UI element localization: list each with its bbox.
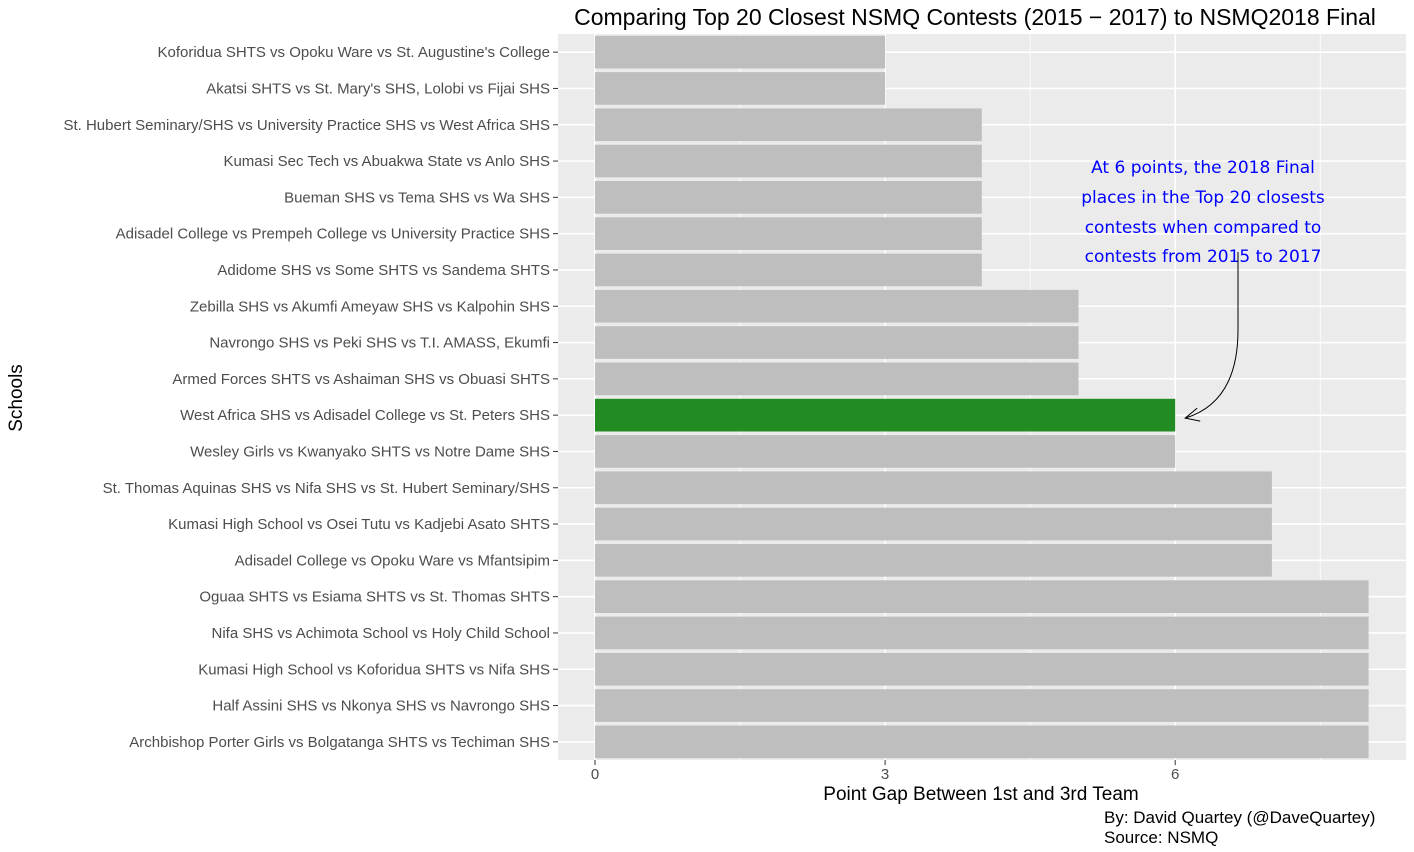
- bars-group: [595, 35, 1369, 759]
- y-tick-label: Nifa SHS vs Achimota School vs Holy Chil…: [212, 625, 550, 642]
- annotation-line: contests when compared to: [1085, 218, 1322, 238]
- annotation-line: At 6 points, the 2018 Final: [1091, 158, 1315, 178]
- caption-line: Source: NSMQ: [1104, 828, 1218, 847]
- chart-title: Comparing Top 20 Closest NSMQ Contests (…: [574, 4, 1376, 30]
- bar: [595, 689, 1369, 722]
- y-tick-label: Half Assini SHS vs Nkonya SHS vs Navrong…: [212, 698, 550, 715]
- bar: [595, 289, 1079, 323]
- bar: [595, 181, 982, 214]
- y-tick-label: Armed Forces SHTS vs Ashaiman SHS vs Obu…: [172, 371, 550, 388]
- annotation-line: contests from 2015 to 2017: [1085, 247, 1322, 267]
- y-tick-label: Wesley Girls vs Kwanyako SHTS vs Notre D…: [190, 443, 550, 460]
- caption-line: By: David Quartey (@DaveQuartey): [1104, 808, 1375, 827]
- annotation-group: At 6 points, the 2018 Final places in the…: [1081, 158, 1325, 422]
- bar: [595, 253, 982, 287]
- x-tick-label: 3: [881, 766, 889, 783]
- bar: [595, 72, 886, 105]
- y-tick-label: St. Thomas Aquinas SHS vs Nifa SHS vs St…: [103, 480, 550, 497]
- annotation-line: places in the Top 20 closests: [1081, 188, 1325, 208]
- y-tick-label: Adisadel College vs Opoku Ware vs Mfants…: [235, 552, 550, 569]
- bar: [595, 471, 1272, 505]
- bar: [595, 326, 1079, 359]
- bar: [595, 217, 982, 250]
- bar: [595, 507, 1272, 541]
- bar: [595, 435, 1176, 468]
- y-tick-label: Navrongo SHS vs Peki SHS vs T.I. AMASS, …: [209, 335, 550, 352]
- y-tick-label: Akatsi SHTS vs St. Mary's SHS, Lolobi vs…: [206, 80, 550, 97]
- bar: [595, 108, 982, 142]
- bar: [595, 652, 1369, 686]
- plot-panel: [558, 34, 1406, 760]
- y-tick-label: Archbishop Porter Girls vs Bolgatanga SH…: [129, 734, 550, 751]
- y-tick-label: West Africa SHS vs Adisadel College vs S…: [180, 407, 550, 424]
- y-tick-label: Kumasi High School vs Koforidua SHTS vs …: [198, 661, 550, 678]
- y-tick-label: Koforidua SHTS vs Opoku Ware vs St. Augu…: [158, 44, 551, 61]
- bar: [595, 725, 1369, 759]
- y-tick-label: Adidome SHS vs Some SHTS vs Sandema SHTS: [217, 262, 550, 279]
- annotation-arrowhead: [1184, 407, 1201, 422]
- y-tick-label: Adisadel College vs Prempeh College vs U…: [116, 226, 550, 243]
- y-tick-labels: Koforidua SHTS vs Opoku Ware vs St. Augu…: [63, 44, 558, 751]
- x-tick-label: 0: [591, 766, 599, 783]
- annotation-arrow: [1185, 252, 1239, 419]
- bar: [595, 362, 1079, 396]
- y-tick-label: Bueman SHS vs Tema SHS vs Wa SHS: [284, 189, 550, 206]
- bar: [595, 544, 1272, 577]
- panel-background: [558, 34, 1406, 760]
- bar: [595, 616, 1369, 650]
- bar: [595, 35, 886, 69]
- y-axis-title: Schools: [6, 364, 27, 432]
- bar: [595, 580, 1369, 613]
- x-tick-label: 6: [1171, 766, 1179, 783]
- bar: [595, 144, 982, 178]
- y-tick-label: Zebilla SHS vs Akumfi Ameyaw SHS vs Kalp…: [190, 298, 550, 315]
- x-axis-title: Point Gap Between 1st and 3rd Team: [823, 784, 1138, 805]
- y-tick-label: St. Hubert Seminary/SHS vs University Pr…: [63, 117, 550, 134]
- bar-highlight: [595, 398, 1176, 432]
- caption-group: By: David Quartey (@DaveQuartey)Source: …: [1104, 808, 1375, 847]
- y-tick-label: Kumasi Sec Tech vs Abuakwa State vs Anlo…: [223, 153, 550, 170]
- y-tick-label: Kumasi High School vs Osei Tutu vs Kadje…: [168, 516, 550, 533]
- x-tick-labels: 0 3 6: [591, 760, 1179, 783]
- y-tick-label: Oguaa SHTS vs Esiama SHTS vs St. Thomas …: [199, 589, 550, 606]
